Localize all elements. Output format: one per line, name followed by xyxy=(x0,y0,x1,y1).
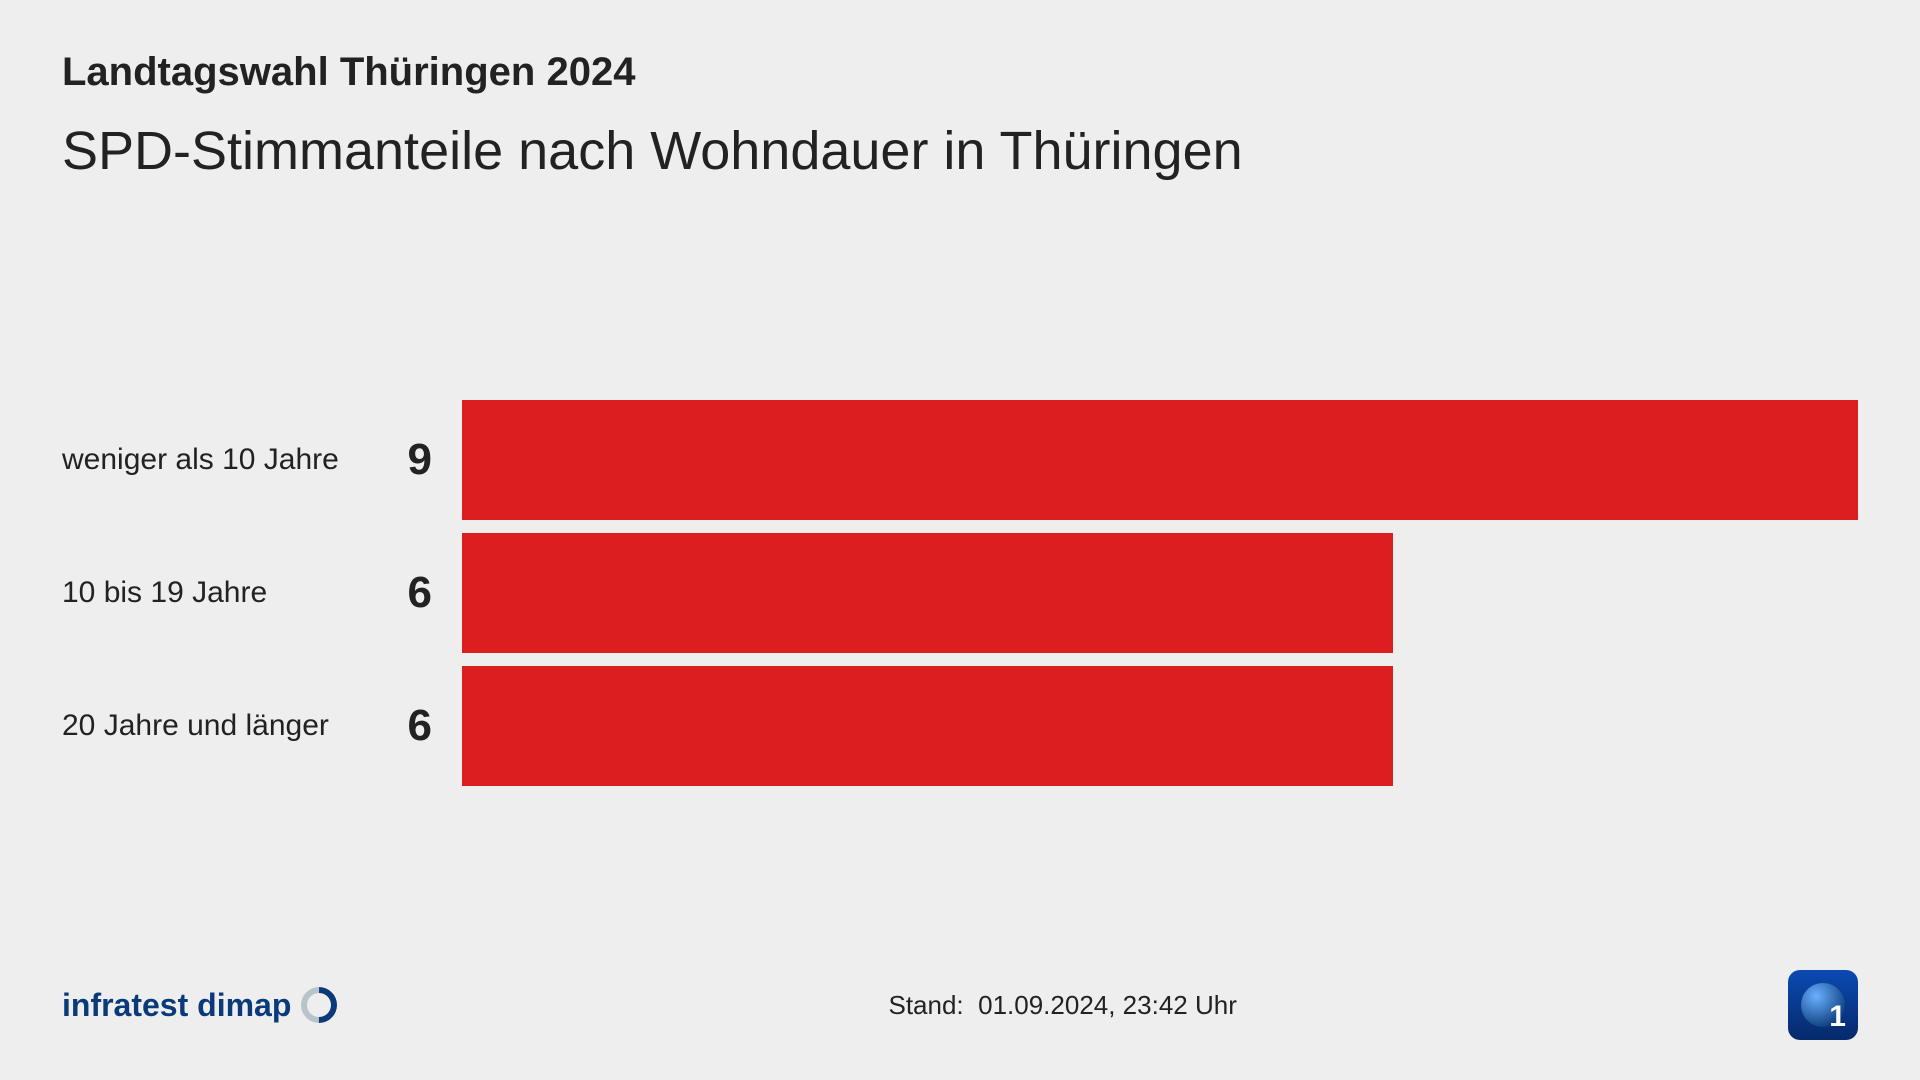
chart-title: SPD-Stimmanteile nach Wohndauer in Thüri… xyxy=(62,120,1243,182)
source-text: infratest dimap xyxy=(62,987,291,1024)
bar-fill xyxy=(462,666,1393,786)
bar-track xyxy=(462,666,1858,786)
bar-fill xyxy=(462,533,1393,653)
timestamp-value: 01.09.2024, 23:42 Uhr xyxy=(978,990,1237,1020)
bar-row: 20 Jahre und länger 6 xyxy=(62,666,1858,786)
bar-fill xyxy=(462,400,1858,520)
source-logo-icon xyxy=(294,980,345,1031)
bar-chart: weniger als 10 Jahre 9 10 bis 19 Jahre 6… xyxy=(62,400,1858,799)
bar-label: 10 bis 19 Jahre xyxy=(62,576,372,610)
bar-track xyxy=(462,533,1858,653)
bar-value: 9 xyxy=(372,435,462,485)
bar-label: weniger als 10 Jahre xyxy=(62,443,372,477)
timestamp: Stand: 01.09.2024, 23:42 Uhr xyxy=(888,990,1236,1021)
broadcaster-logo: 1 xyxy=(1788,970,1858,1040)
bar-track xyxy=(462,400,1858,520)
timestamp-label: Stand: xyxy=(888,990,963,1020)
footer: infratest dimap Stand: 01.09.2024, 23:42… xyxy=(62,970,1858,1040)
source-logo: infratest dimap xyxy=(62,987,337,1024)
chart-supertitle: Landtagswahl Thüringen 2024 xyxy=(62,50,635,95)
bar-label: 20 Jahre und länger xyxy=(62,709,372,743)
bar-value: 6 xyxy=(372,701,462,751)
bar-value: 6 xyxy=(372,568,462,618)
channel-number: 1 xyxy=(1829,1000,1846,1034)
bar-row: 10 bis 19 Jahre 6 xyxy=(62,533,1858,653)
bar-row: weniger als 10 Jahre 9 xyxy=(62,400,1858,520)
